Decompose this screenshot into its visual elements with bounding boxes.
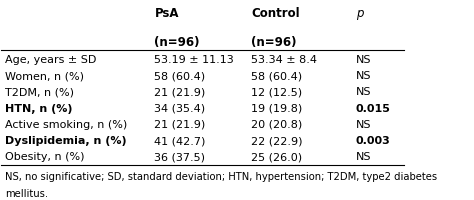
Text: HTN, n (%): HTN, n (%) — [5, 103, 73, 113]
Text: 0.003: 0.003 — [356, 135, 391, 145]
Text: 58 (60.4): 58 (60.4) — [251, 71, 302, 81]
Text: NS: NS — [356, 119, 371, 129]
Text: Women, n (%): Women, n (%) — [5, 71, 84, 81]
Text: Obesity, n (%): Obesity, n (%) — [5, 152, 85, 162]
Text: (n=96): (n=96) — [155, 35, 200, 48]
Text: 21 (21.9): 21 (21.9) — [155, 119, 206, 129]
Text: 41 (42.7): 41 (42.7) — [155, 135, 206, 145]
Text: NS: NS — [356, 71, 371, 81]
Text: 12 (12.5): 12 (12.5) — [251, 87, 302, 97]
Text: NS: NS — [356, 152, 371, 162]
Text: p: p — [356, 7, 364, 20]
Text: Active smoking, n (%): Active smoking, n (%) — [5, 119, 128, 129]
Text: 20 (20.8): 20 (20.8) — [251, 119, 302, 129]
Text: 25 (26.0): 25 (26.0) — [251, 152, 302, 162]
Text: 53.34 ± 8.4: 53.34 ± 8.4 — [251, 55, 317, 64]
Text: 19 (19.8): 19 (19.8) — [251, 103, 302, 113]
Text: 22 (22.9): 22 (22.9) — [251, 135, 302, 145]
Text: mellitus.: mellitus. — [5, 188, 48, 198]
Text: NS: NS — [356, 55, 371, 64]
Text: T2DM, n (%): T2DM, n (%) — [5, 87, 74, 97]
Text: Control: Control — [251, 7, 300, 20]
Text: 53.19 ± 11.13: 53.19 ± 11.13 — [155, 55, 234, 64]
Text: 36 (37.5): 36 (37.5) — [155, 152, 205, 162]
Text: NS, no significative; SD, standard deviation; HTN, hypertension; T2DM, type2 dia: NS, no significative; SD, standard devia… — [5, 171, 438, 181]
Text: (n=96): (n=96) — [251, 35, 297, 48]
Text: PsA: PsA — [155, 7, 179, 20]
Text: 0.015: 0.015 — [356, 103, 391, 113]
Text: 21 (21.9): 21 (21.9) — [155, 87, 206, 97]
Text: 58 (60.4): 58 (60.4) — [155, 71, 206, 81]
Text: Dyslipidemia, n (%): Dyslipidemia, n (%) — [5, 135, 127, 145]
Text: NS: NS — [356, 87, 371, 97]
Text: Age, years ± SD: Age, years ± SD — [5, 55, 97, 64]
Text: 34 (35.4): 34 (35.4) — [155, 103, 206, 113]
